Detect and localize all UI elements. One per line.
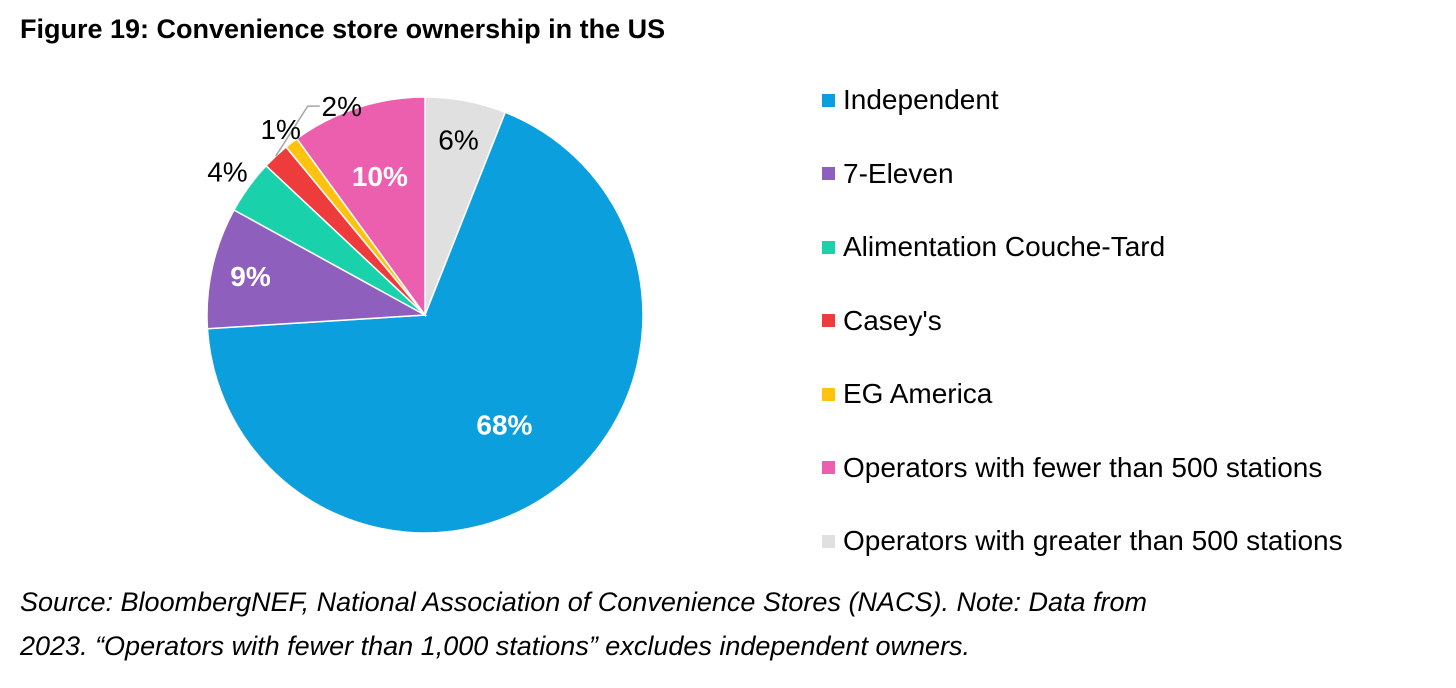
legend-item-eg-america: EG America bbox=[822, 374, 992, 414]
legend-item-alimentation-couche-tard: Alimentation Couche-Tard bbox=[822, 227, 1165, 267]
chart-title: Figure 19: Convenience store ownership i… bbox=[20, 14, 666, 44]
legend-label-alimentation-couche-tard: Alimentation Couche-Tard bbox=[843, 231, 1166, 262]
legend-label-casey-s: Casey's bbox=[843, 304, 942, 336]
data-label-operators-with-greater-than-500-stations: 6% bbox=[438, 124, 478, 155]
legend-swatch-casey-s bbox=[822, 314, 835, 327]
data-label-eg-america: 1% bbox=[260, 114, 300, 145]
pie-slice-operators-with-fewer-than-500-stations bbox=[295, 96, 426, 318]
legend-swatch-operators-with-greater-than-500-stations bbox=[822, 534, 835, 548]
legend-label-independent: Independent bbox=[843, 84, 999, 115]
legend-label-operators-with-fewer-than-500-stations: Operators with fewer than 500 stations bbox=[843, 451, 1323, 483]
legend-swatch-independent bbox=[822, 93, 835, 107]
leader-lines bbox=[275, 105, 320, 157]
legend-label-eg-america: EG America bbox=[843, 378, 993, 409]
legend-item-independent: Independent bbox=[822, 80, 999, 120]
legend-item-7-eleven: 7-Eleven bbox=[822, 154, 954, 194]
legend-item-casey-s: Casey's bbox=[822, 301, 942, 341]
data-label-alimentation-couche-tard: 4% bbox=[207, 156, 247, 187]
leader-line-casey-s bbox=[275, 105, 320, 157]
source-line-2: 2023. “Operators with fewer than 1,000 s… bbox=[20, 631, 971, 661]
legend-item-operators-with-greater-than-500-stations: Operators with greater than 500 stations bbox=[822, 521, 1343, 561]
legend-label-operators-with-greater-than-500-stations: Operators with greater than 500 stations bbox=[843, 525, 1343, 556]
legend-item-operators-with-fewer-than-500-stations: Operators with fewer than 500 stations bbox=[822, 448, 1322, 488]
source-line-1: Source: BloombergNEF, National Associati… bbox=[20, 587, 1148, 617]
slice-labels: 6% 68% 9% 4% 2% 1% 10% bbox=[207, 91, 532, 440]
legend-swatch-alimentation-couche-tard bbox=[822, 240, 835, 254]
pie-slice-7-eleven bbox=[206, 208, 428, 330]
legend-swatch-eg-america bbox=[822, 387, 835, 401]
legend-swatch-operators-with-fewer-than-500-stations bbox=[822, 461, 835, 474]
legend-label-7-eleven: 7-Eleven bbox=[843, 157, 954, 189]
pie-slices bbox=[206, 96, 644, 534]
pie-slice-independent bbox=[206, 111, 644, 534]
data-label-operators-with-fewer-than-500-stations: 10% bbox=[352, 161, 408, 192]
data-label-independent: 68% bbox=[476, 409, 532, 440]
data-label-7-eleven: 9% bbox=[230, 261, 271, 292]
legend-swatch-7-eleven bbox=[822, 167, 835, 180]
source-note: Source: BloombergNEF, National Associati… bbox=[20, 580, 1440, 668]
data-label-casey-s: 2% bbox=[322, 91, 362, 122]
